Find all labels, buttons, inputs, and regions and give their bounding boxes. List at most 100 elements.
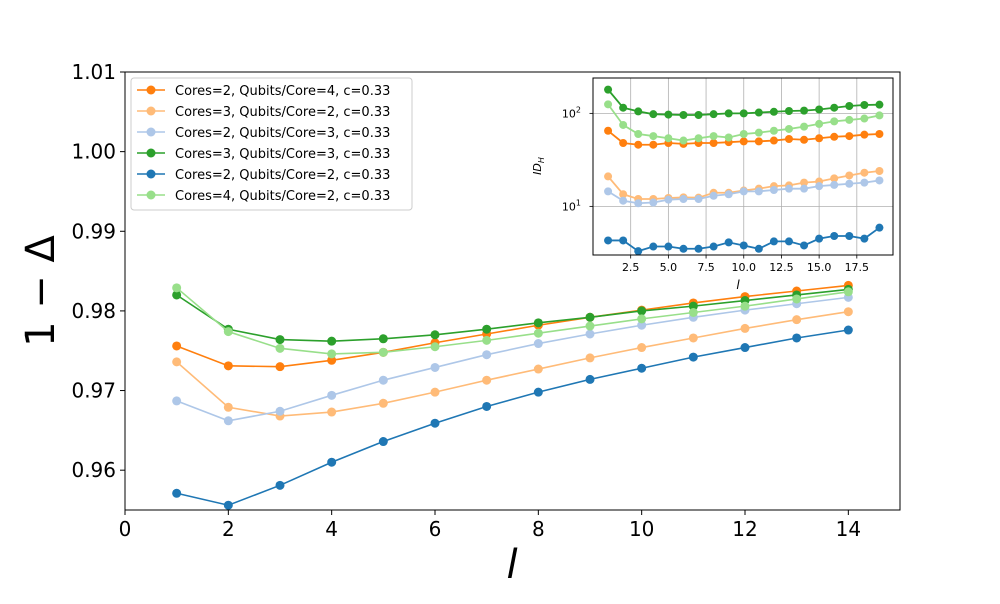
inset-y-tick-label: 101 (562, 198, 581, 213)
inset-data-point (875, 100, 884, 109)
inset-data-point (619, 196, 628, 205)
inset-data-point (769, 237, 778, 246)
inset-data-point (634, 107, 643, 116)
inset-data-point (724, 238, 733, 247)
main-y-axis-label: 1 − Δ (18, 234, 64, 346)
inset-data-point (784, 184, 793, 193)
inset-data-point (649, 140, 658, 149)
inset-data-point (800, 106, 809, 115)
inset-data-point (845, 115, 854, 124)
main-data-point (688, 352, 698, 362)
inset-data-point (769, 136, 778, 145)
main-data-point (482, 401, 492, 411)
main-data-point (430, 330, 440, 340)
inset-data-point (784, 135, 793, 144)
inset-data-point (769, 107, 778, 116)
main-data-point (172, 488, 182, 498)
main-y-tick-label: 0.99 (71, 219, 116, 243)
inset-y-tick-base: 10 (562, 200, 576, 213)
main-data-point (585, 329, 595, 339)
main-data-point (223, 327, 233, 337)
main-data-point (482, 324, 492, 334)
inset-data-point (845, 101, 854, 110)
inset-data-point (694, 111, 703, 120)
inset-data-point (845, 232, 854, 241)
inset-data-point (709, 132, 718, 141)
inset-data-point (619, 190, 628, 199)
main-data-point (637, 314, 647, 324)
inset-data-point (679, 111, 688, 120)
inset-data-point (739, 187, 748, 196)
main-x-tick-label: 6 (429, 517, 442, 541)
inset-data-point (754, 187, 763, 196)
inset-data-point (875, 167, 884, 176)
inset-data-point (619, 103, 628, 112)
inset-data-point (694, 134, 703, 143)
inset-data-point (815, 105, 824, 114)
inset-data-point (664, 110, 673, 119)
main-data-point (843, 287, 853, 297)
main-data-point (327, 390, 337, 400)
main-data-point (585, 312, 595, 322)
inset-y-tick-label: 102 (562, 105, 581, 120)
inset-data-point (619, 139, 628, 148)
main-series-2 (172, 307, 853, 421)
main-data-point (172, 290, 182, 300)
inset-data-point (649, 198, 658, 207)
main-data-point (327, 349, 337, 359)
inset-data-point (694, 244, 703, 253)
main-data-point (327, 336, 337, 346)
inset-data-point (815, 134, 824, 143)
inset-axes-frame (592, 77, 894, 256)
legend-label: Cores=2, Qubits/Core=3, c=0.33 (175, 126, 390, 141)
inset-data-point (845, 171, 854, 180)
main-data-point (223, 500, 233, 510)
main-data-point (585, 374, 595, 384)
inset-data-point (860, 178, 869, 187)
main-data-point (740, 301, 750, 311)
inset-data-point (679, 136, 688, 145)
inset-data-point (845, 179, 854, 188)
legend-box (130, 77, 413, 211)
inset-data-point (860, 130, 869, 139)
main-data-point (327, 355, 337, 365)
main-series-line (176, 288, 849, 342)
main-y-tick-label: 1.01 (71, 60, 116, 84)
legend-item: Cores=3, Qubits/Core=2, c=0.33 (137, 105, 390, 120)
main-data-point (430, 387, 440, 397)
inset-data-point (709, 242, 718, 251)
inset-data-point (739, 137, 748, 146)
inset-data-point (754, 128, 763, 137)
main-data-point (430, 342, 440, 352)
inset-x-tick-label: 5.0 (660, 261, 678, 274)
main-data-point (585, 321, 595, 331)
inset-data-point (875, 129, 884, 138)
inset-data-point (800, 184, 809, 193)
inset-data-point (830, 117, 839, 126)
inset-x-tick-label: 15.0 (807, 261, 832, 274)
inset-x-tick-label: 12.5 (769, 261, 794, 274)
main-axes-frame (124, 71, 901, 511)
inset-data-point (815, 119, 824, 128)
inset-y-tick-exponent: 2 (576, 105, 581, 114)
main-data-point (378, 347, 388, 357)
inset-data-point (709, 110, 718, 119)
main-data-point (482, 335, 492, 345)
main-x-tick-label: 10 (629, 517, 654, 541)
inset-data-point (739, 129, 748, 138)
inset-data-point (800, 241, 809, 250)
main-series-line (176, 329, 849, 507)
inset-data-point (664, 242, 673, 251)
inset-data-point (815, 182, 824, 191)
legend-label: Cores=2, Qubits/Core=4, c=0.33 (175, 84, 390, 99)
main-x-tick-label: 8 (532, 517, 545, 541)
main-data-point (533, 328, 543, 338)
inset-y-tick-base: 10 (562, 107, 576, 120)
main-data-point (637, 320, 647, 330)
main-x-tick-label: 14 (836, 517, 861, 541)
main-data-point (740, 343, 750, 353)
inset-data-point (739, 109, 748, 118)
main-series-line (176, 287, 849, 355)
